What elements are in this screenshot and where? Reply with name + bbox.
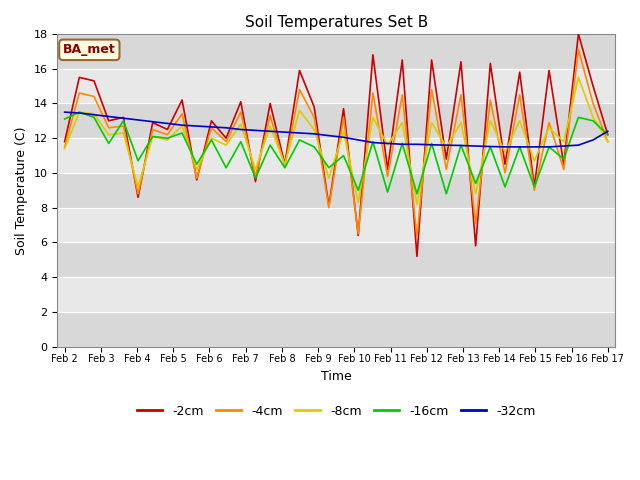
Bar — [58, 312, 615, 347]
Bar — [58, 104, 615, 138]
X-axis label: Time: Time — [321, 370, 351, 383]
Title: Soil Temperatures Set B: Soil Temperatures Set B — [244, 15, 428, 30]
Bar — [58, 277, 615, 312]
Bar — [58, 34, 615, 69]
Bar — [58, 69, 615, 104]
Bar — [58, 173, 615, 208]
Legend: -2cm, -4cm, -8cm, -16cm, -32cm: -2cm, -4cm, -8cm, -16cm, -32cm — [132, 400, 540, 423]
Bar — [58, 208, 615, 242]
Text: BA_met: BA_met — [63, 43, 116, 56]
Bar — [58, 242, 615, 277]
Y-axis label: Soil Temperature (C): Soil Temperature (C) — [15, 126, 28, 254]
Bar — [58, 138, 615, 173]
